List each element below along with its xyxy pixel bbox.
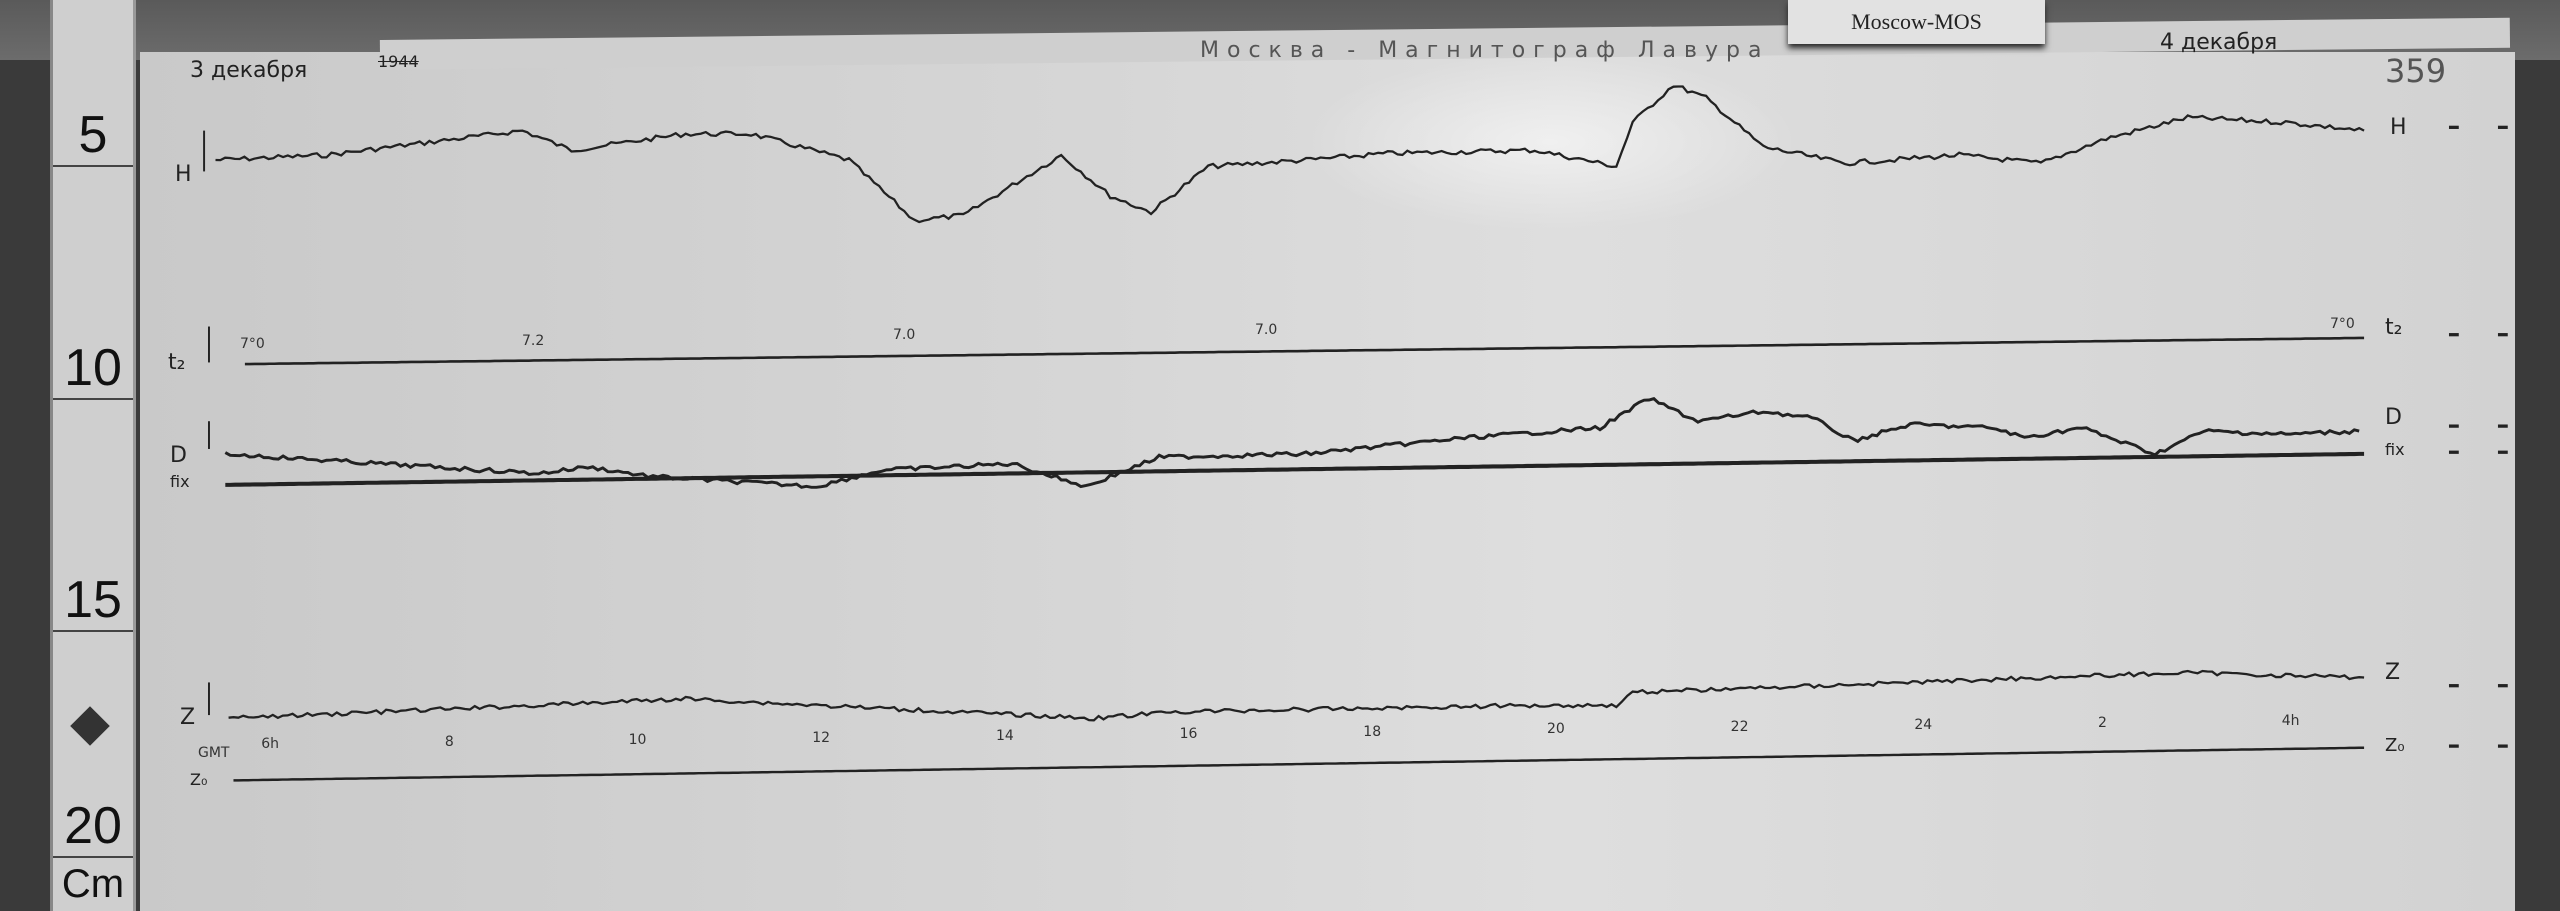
header-title: Москва - Магнитограф Лавура: [1200, 38, 1770, 63]
label-d-base: fix: [170, 472, 190, 491]
t2-baseline: [244, 336, 2365, 366]
ruler-mark: 15: [53, 570, 133, 632]
label-d-right: D: [2385, 405, 2402, 430]
temp-label: 7°0: [2330, 316, 2355, 332]
z-trace: [228, 669, 2365, 722]
ruler: 5 10 15 20 Cm: [50, 0, 136, 911]
time-axis: [233, 746, 2365, 782]
label-d-base-right: fix: [2385, 440, 2405, 459]
label-t2: t₂: [168, 350, 186, 375]
date-left: 3 декабря: [190, 58, 308, 83]
ruler-unit: Cm: [61, 862, 125, 906]
hour-label: 12: [812, 729, 831, 746]
d-baseline: [225, 451, 2365, 487]
label-z0: Z₀: [190, 770, 208, 789]
hour-label: 24: [1914, 717, 1933, 734]
hour-label: 20: [1546, 721, 1565, 738]
date-right: 4 декабря: [2160, 30, 2278, 55]
hour-label: 18: [1363, 723, 1382, 740]
hour-label: 14: [995, 727, 1014, 744]
station-label-card: Moscow-MOS: [1788, 0, 2045, 44]
hour-label: 6h: [261, 736, 279, 753]
temp-label: 7.2: [522, 333, 545, 349]
temp-label: 7.0: [893, 327, 916, 343]
label-t2-right: t₂: [2385, 315, 2403, 340]
label-d: D: [170, 443, 187, 468]
hour-label: 16: [1179, 725, 1198, 742]
hour-label: 4h: [2281, 712, 2300, 729]
temp-label: 7.0: [1255, 322, 1278, 338]
hour-label: 8: [444, 734, 454, 751]
year: 1944: [378, 52, 419, 71]
hour-label: 22: [1730, 719, 1749, 736]
label-gmt: GMT: [198, 745, 230, 761]
ruler-mark: 20: [53, 796, 133, 858]
label-h: H: [175, 162, 192, 187]
light-glare: [1300, 52, 1800, 232]
label-h-right: H: [2390, 115, 2407, 140]
d-trace: [224, 397, 2360, 489]
ruler-mark: 5: [53, 105, 133, 167]
label-z0-right: Z₀: [2385, 735, 2405, 756]
ruler-mark: 10: [53, 338, 133, 400]
temp-label: 7°0: [240, 336, 265, 352]
label-z-right: Z: [2385, 660, 2401, 685]
label-z: Z: [180, 705, 196, 730]
hour-label: 2: [2098, 715, 2107, 732]
sheet-number: 359: [2385, 52, 2447, 90]
h-trace: [215, 85, 2365, 224]
hour-label: 10: [628, 732, 647, 749]
